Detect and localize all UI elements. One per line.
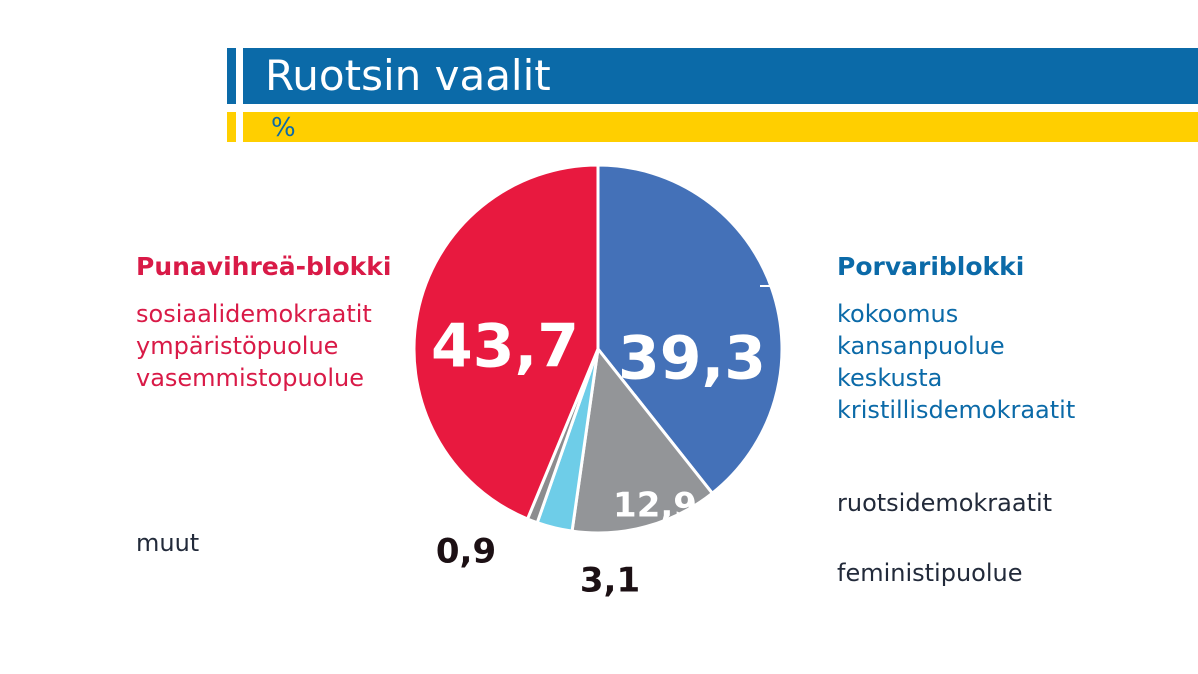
header-accent-top	[227, 48, 236, 104]
pie-slices	[412, 163, 784, 535]
party-keskusta: keskusta	[837, 364, 943, 392]
value-label-muut: 0,9	[436, 532, 496, 572]
label-feministipuolue: feministipuolue	[837, 559, 1023, 587]
pie-value-labels: 39,3 12,9 3,1 0,9 43,7	[431, 312, 766, 601]
subtitle-bar: %	[243, 112, 1198, 143]
party-kansanpuolue: kansanpuolue	[837, 332, 1005, 360]
left-block-party-list: sosiaalidemokraatit ympäristöpuolue vase…	[136, 298, 372, 394]
party-kokoomus: kokoomus	[837, 300, 959, 328]
right-block-heading: Porvariblokki	[837, 252, 1025, 281]
party-kristillisdemokraatit: kristillisdemokraatit	[837, 396, 1076, 424]
label-ruotsidemokraatit: ruotsidemokraatit	[837, 489, 1053, 517]
value-label-ruotsidemokraatit: 12,9	[613, 486, 697, 526]
chart-subtitle: %	[271, 113, 296, 143]
header-accent-bottom	[227, 112, 236, 142]
pie-slice-porvariblokki	[596, 163, 784, 495]
party-sosiaalidemokraatit: sosiaalidemokraatit	[136, 300, 372, 328]
pie-slice-punavihrea-blokki	[412, 163, 600, 521]
left-block-heading: Punavihreä-blokki	[136, 252, 392, 281]
chart-title: Ruotsin vaalit	[265, 51, 551, 100]
title-bar: Ruotsin vaalit	[243, 48, 1198, 104]
value-label-porvariblokki: 39,3	[618, 324, 766, 394]
pie-slice-ruotsidemokraatit	[570, 347, 714, 535]
value-label-punavihrea-blokki: 43,7	[431, 312, 579, 382]
label-muut: muut	[136, 529, 200, 557]
value-label-feministipuolue: 3,1	[580, 561, 640, 601]
party-ymparistopuolue: ympäristöpuolue	[136, 332, 339, 360]
right-block-party-list: kokoomus kansanpuolue keskusta kristilli…	[837, 298, 1075, 426]
party-vasemmistopuolue: vasemmistopuolue	[136, 364, 364, 392]
